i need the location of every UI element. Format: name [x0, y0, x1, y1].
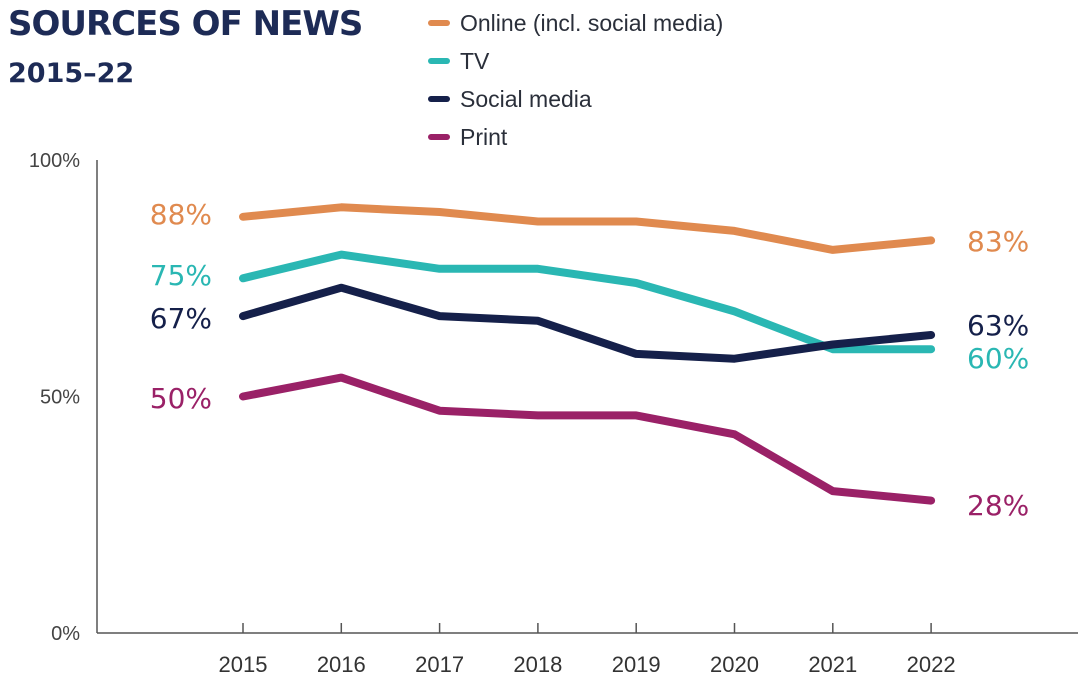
legend-label-tv: TV: [460, 47, 490, 74]
legend-label-social-media: Social media: [460, 85, 592, 112]
x-tick-label: 2017: [415, 652, 464, 677]
end-label-print: 28%: [967, 489, 1029, 522]
x-tick-label: 2020: [710, 652, 759, 677]
series-line-print: [239, 373, 936, 505]
legend-swatch-print: [428, 134, 450, 140]
y-tick-label: 50%: [40, 387, 80, 409]
series-line-online: [239, 203, 936, 254]
legend-swatch-online: [428, 20, 450, 26]
legend-item-social-media: Social media: [428, 80, 723, 118]
start-label-tv: 75%: [150, 259, 212, 292]
x-tick-label: 2018: [513, 652, 562, 677]
start-label-online: 88%: [150, 198, 212, 231]
x-tick-label: 2022: [907, 652, 956, 677]
x-tick-label: 2019: [612, 652, 661, 677]
legend-label-print: Print: [460, 123, 508, 150]
end-label-online: 83%: [967, 225, 1029, 258]
legend-label-online: Online (incl. social media): [460, 9, 724, 36]
legend-item-print: Print: [428, 118, 723, 156]
end-label-social-media: 63%: [967, 309, 1029, 342]
y-tick-label: 0%: [51, 623, 80, 645]
legend-item-tv: TV: [428, 42, 723, 80]
legend: Online (incl. social media) TV Social me…: [428, 4, 723, 156]
end-label-tv: 60%: [967, 342, 1029, 375]
legend-swatch-tv: [428, 58, 450, 64]
legend-item-online: Online (incl. social media): [428, 4, 723, 42]
x-tick-label: 2015: [219, 652, 268, 677]
chart-subtitle: 2015–22: [8, 58, 135, 89]
x-tick-label: 2021: [808, 652, 857, 677]
start-label-print: 50%: [150, 382, 212, 415]
x-tick-label: 2016: [317, 652, 366, 677]
legend-swatch-social-media: [428, 96, 450, 102]
y-tick-label: 100%: [29, 150, 80, 172]
series-line-social-media: [239, 283, 936, 363]
start-label-social-media: 67%: [150, 302, 212, 335]
chart-title: SOURCES OF NEWS: [8, 4, 363, 44]
